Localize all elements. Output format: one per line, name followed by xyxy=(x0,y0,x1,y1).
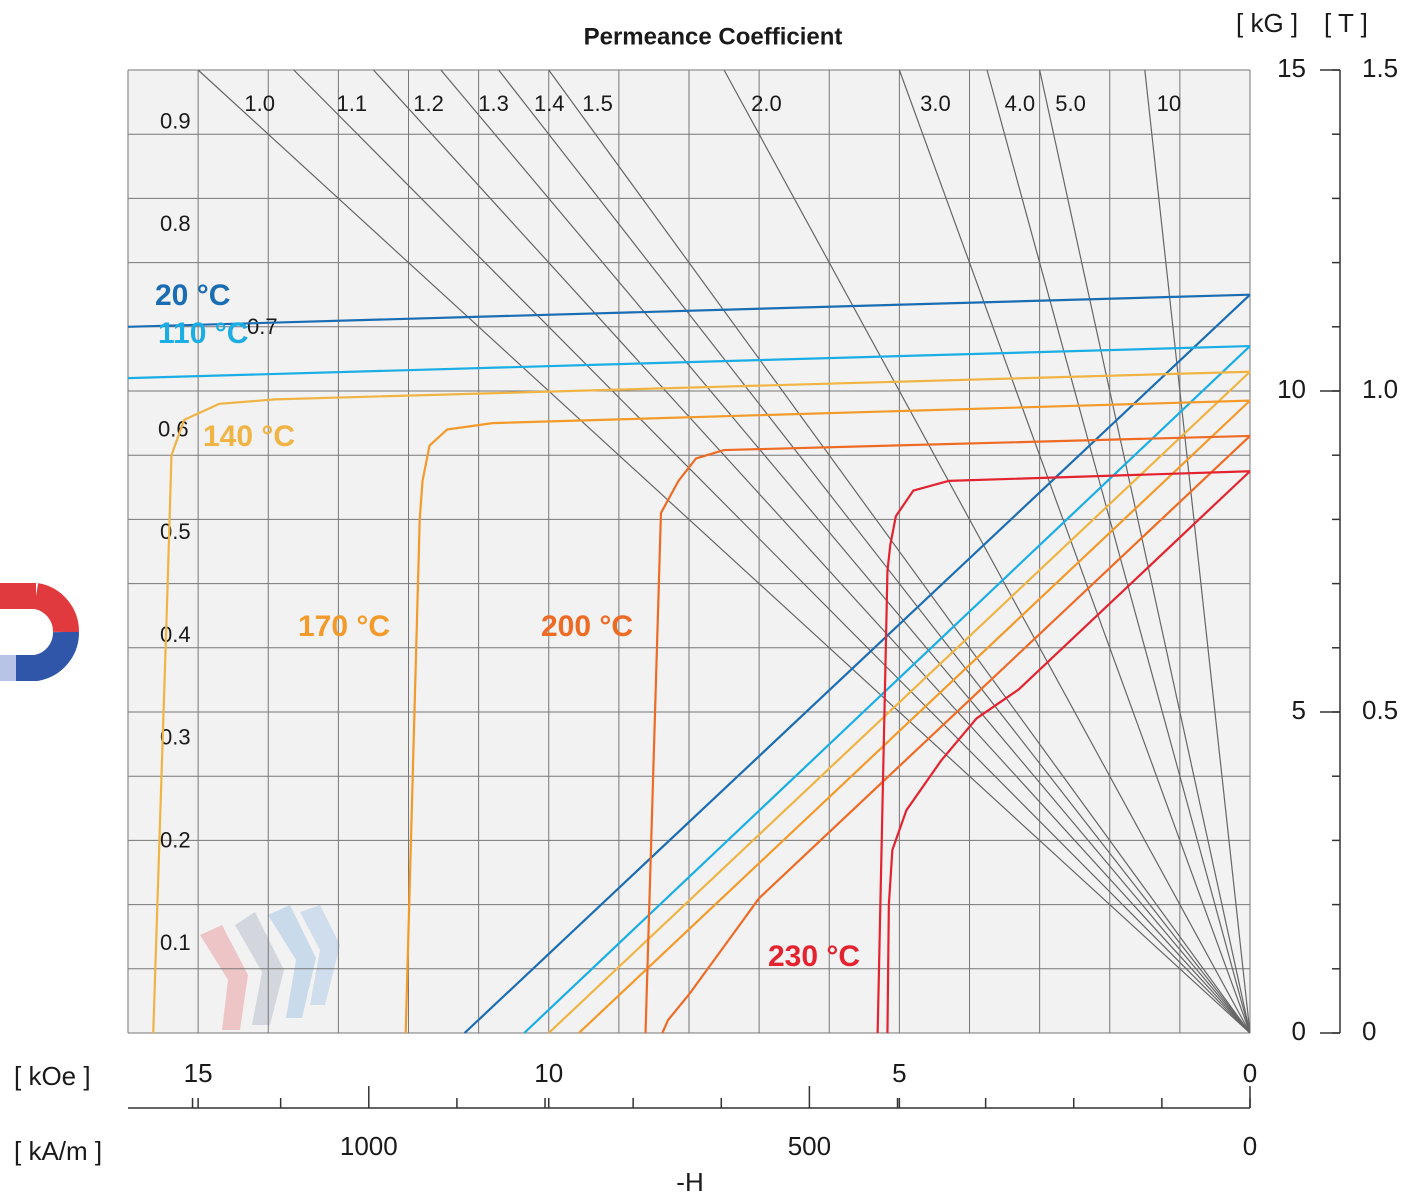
permeance-label: 1.4 xyxy=(534,91,565,116)
x2-tick-label: 0 xyxy=(1243,1131,1257,1161)
chart-title: Permeance Coefficient xyxy=(584,23,843,50)
x2-unit-label: [ kA/m ] xyxy=(14,1136,102,1166)
permeance-label: 1.2 xyxy=(413,91,444,116)
permeance-label: 1.1 xyxy=(337,91,368,116)
watermark xyxy=(200,905,340,1030)
y2-tick-label: 0.5 xyxy=(1362,695,1398,725)
series-label: 170 °C xyxy=(298,610,390,643)
y2-tick-label: 1.5 xyxy=(1362,53,1398,83)
permeance-label: 1.3 xyxy=(478,91,509,116)
x2-tick-label: 500 xyxy=(788,1131,831,1161)
magnet-south xyxy=(0,631,79,681)
y2-tick-label: 0 xyxy=(1362,1016,1376,1046)
permeance-line xyxy=(723,69,1251,1034)
intrinsic-curve xyxy=(127,344,1251,380)
permeance-label: 0.8 xyxy=(160,211,191,236)
x-tick-label: 5 xyxy=(892,1058,906,1088)
y2-tick-label: 1.0 xyxy=(1362,374,1398,404)
series-label: 20 °C xyxy=(155,279,230,312)
permeance-label: 0.2 xyxy=(160,827,191,852)
x-unit-label: [ kOe ] xyxy=(14,1061,91,1091)
series-label: 200 °C xyxy=(541,610,633,643)
chevron xyxy=(235,912,284,1025)
y-tick-label: 5 xyxy=(1292,695,1306,725)
permeance-label: 3.0 xyxy=(920,91,951,116)
permeance-line xyxy=(372,69,1251,1034)
permeance-label: 5.0 xyxy=(1055,91,1086,116)
x2-tick-label: 1000 xyxy=(340,1131,398,1161)
series-label: 230 °C xyxy=(768,940,860,973)
intrinsic-curve xyxy=(876,470,1251,1034)
y2-unit-label: [ T ] xyxy=(1324,8,1368,38)
x-tick-label: 0 xyxy=(1243,1058,1257,1088)
x-tick-label: 15 xyxy=(184,1058,213,1088)
permeance-label: 0.7 xyxy=(247,314,278,339)
permeance-line xyxy=(293,69,1251,1034)
normal-curve xyxy=(523,345,1251,1034)
x-tick-label: 10 xyxy=(534,1058,563,1088)
magnet-icon xyxy=(0,583,79,681)
intrinsic-curve xyxy=(152,370,1251,1034)
magnet-pole xyxy=(0,655,16,681)
normal-curve xyxy=(463,293,1251,1034)
permeance-label: 1.0 xyxy=(244,91,275,116)
series-label: 110 °C xyxy=(158,317,248,350)
y-tick-label: 0 xyxy=(1292,1016,1306,1046)
normal-curve xyxy=(661,435,1251,1034)
y-tick-label: 10 xyxy=(1277,374,1306,404)
normal-curve xyxy=(886,470,1251,1034)
chevron xyxy=(300,905,340,1005)
permeance-label: 1.5 xyxy=(582,91,613,116)
permeance-label: 10 xyxy=(1157,91,1181,116)
permeance-label: 0.1 xyxy=(160,930,191,955)
chevron xyxy=(268,905,316,1018)
x-axis-label: -H xyxy=(676,1167,703,1197)
y-tick-label: 15 xyxy=(1277,53,1306,83)
permeance-line xyxy=(1039,69,1251,1034)
y-unit-label: [ kG ] xyxy=(1236,8,1298,38)
permeance-line xyxy=(440,69,1251,1034)
permeance-label: 0.3 xyxy=(160,725,191,750)
permeance-label: 0.5 xyxy=(160,519,191,544)
intrinsic-curve xyxy=(127,293,1251,328)
series-label: 140 °C xyxy=(203,420,295,453)
permeance-label: 4.0 xyxy=(1005,91,1036,116)
permeance-label: 0.9 xyxy=(160,108,191,133)
permeance-line xyxy=(498,69,1251,1034)
permeance-label: 0.4 xyxy=(160,622,191,647)
permeance-line xyxy=(548,69,1251,1034)
permeance-line xyxy=(898,69,1251,1034)
chevron xyxy=(200,925,248,1030)
permeance-label: 2.0 xyxy=(751,91,782,116)
magnet-north xyxy=(33,583,79,633)
permeance-line xyxy=(1144,69,1251,1034)
normal-curve xyxy=(578,399,1251,1034)
permeance-line xyxy=(986,69,1251,1034)
intrinsic-curve xyxy=(644,434,1251,1034)
permeance-line xyxy=(197,69,1251,1034)
intrinsic-curve xyxy=(404,399,1251,1034)
normal-curve xyxy=(547,370,1251,1034)
